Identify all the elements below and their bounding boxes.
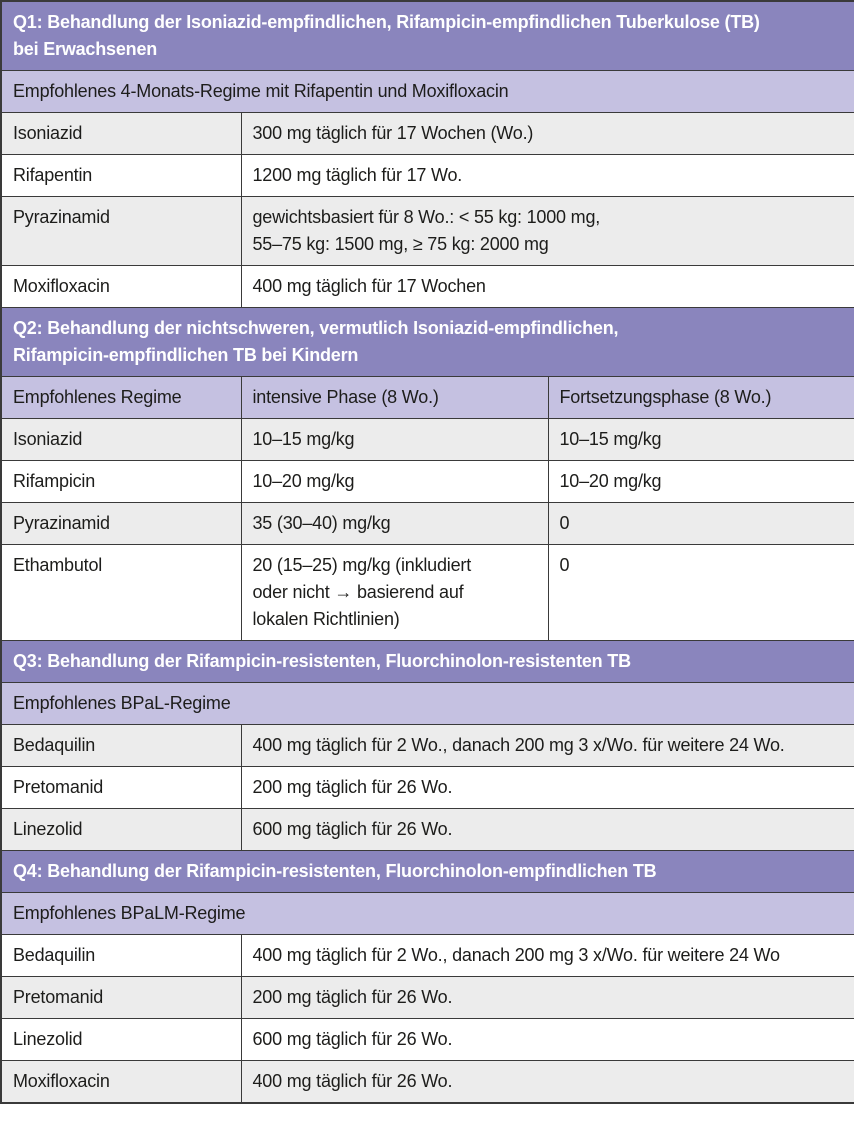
table-row: Ethambutol 20 (15–25) mg/kg (inkludiert … bbox=[0, 544, 854, 641]
drug-name-cell: Moxifloxacin bbox=[0, 265, 242, 308]
dosage-cell: 200 mg täglich für 26 Wo. bbox=[240, 766, 854, 809]
tb-treatment-table: Q1: Behandlung der Isoniazid-empfindlich… bbox=[0, 0, 854, 1104]
section-q3-title: Q3: Behandlung der Rifampicin-resistente… bbox=[0, 640, 854, 683]
intensive-phase-cell: 10–20 mg/kg bbox=[240, 460, 549, 503]
drug-name-cell: Moxifloxacin bbox=[0, 1060, 242, 1104]
continuation-phase-cell: 10–15 mg/kg bbox=[547, 418, 854, 461]
continuation-phase-cell: 0 bbox=[547, 502, 854, 545]
table-row: Moxifloxacin 400 mg täglich für 26 Wo. bbox=[0, 1060, 854, 1104]
continuation-phase-cell: 10–20 mg/kg bbox=[547, 460, 854, 503]
intensive-phase-cell: 10–15 mg/kg bbox=[240, 418, 549, 461]
table-row: Pyrazinamid 35 (30–40) mg/kg 0 bbox=[0, 502, 854, 545]
column-header-regime: Empfohlenes Regime bbox=[0, 376, 242, 419]
section-q2-title-row: Q2: Behandlung der nichtschweren, vermut… bbox=[0, 307, 854, 377]
drug-name-cell: Isoniazid bbox=[0, 112, 242, 155]
section-q1-subtitle-row: Empfohlenes 4-Monats-Regime mit Rifapent… bbox=[0, 70, 854, 113]
table-row: Linezolid 600 mg täglich für 26 Wo. bbox=[0, 1018, 854, 1061]
table-row: Moxifloxacin 400 mg täglich für 17 Woche… bbox=[0, 265, 854, 308]
section-q4-subtitle-row: Empfohlenes BPaLM-Regime bbox=[0, 892, 854, 935]
table-row: Isoniazid 300 mg täglich für 17 Wochen (… bbox=[0, 112, 854, 155]
drug-name-cell: Pyrazinamid bbox=[0, 502, 242, 545]
drug-name-cell: Pretomanid bbox=[0, 976, 242, 1019]
drug-name-cell: Linezolid bbox=[0, 808, 242, 851]
table-row: Pretomanid 200 mg täglich für 26 Wo. bbox=[0, 976, 854, 1019]
dosage-cell: 400 mg täglich für 2 Wo., danach 200 mg … bbox=[240, 724, 854, 767]
drug-name-cell: Bedaquilin bbox=[0, 724, 242, 767]
dosage-cell: 400 mg täglich für 26 Wo. bbox=[240, 1060, 854, 1104]
table-row: Pretomanid 200 mg täglich für 26 Wo. bbox=[0, 766, 854, 809]
dosage-cell: 200 mg täglich für 26 Wo. bbox=[240, 976, 854, 1019]
table-row: Rifapentin 1200 mg täglich für 17 Wo. bbox=[0, 154, 854, 197]
drug-name-cell: Bedaquilin bbox=[0, 934, 242, 977]
drug-name-cell: Rifampicin bbox=[0, 460, 242, 503]
drug-name-cell: Linezolid bbox=[0, 1018, 242, 1061]
section-q4-title: Q4: Behandlung der Rifampicin-resistente… bbox=[0, 850, 854, 893]
table-row: Linezolid 600 mg täglich für 26 Wo. bbox=[0, 808, 854, 851]
table-row: Pyrazinamid gewichtsbasiert für 8 Wo.: <… bbox=[0, 196, 854, 266]
column-header-continuation-phase: Fortsetzungsphase (8 Wo.) bbox=[547, 376, 854, 419]
drug-name-cell: Pretomanid bbox=[0, 766, 242, 809]
section-q4-subtitle: Empfohlenes BPaLM-Regime bbox=[0, 892, 854, 935]
dosage-cell: 400 mg täglich für 17 Wochen bbox=[240, 265, 854, 308]
drug-name-cell: Ethambutol bbox=[0, 544, 242, 641]
table-row: Isoniazid 10–15 mg/kg 10–15 mg/kg bbox=[0, 418, 854, 461]
dosage-cell: 600 mg täglich für 26 Wo. bbox=[240, 808, 854, 851]
section-q1-title-row: Q1: Behandlung der Isoniazid-empfindlich… bbox=[0, 0, 854, 71]
dosage-cell: 300 mg täglich für 17 Wochen (Wo.) bbox=[240, 112, 854, 155]
drug-name-cell: Pyrazinamid bbox=[0, 196, 242, 266]
section-q1-subtitle: Empfohlenes 4-Monats-Regime mit Rifapent… bbox=[0, 70, 854, 113]
dosage-cell: 1200 mg täglich für 17 Wo. bbox=[240, 154, 854, 197]
section-q2-title: Q2: Behandlung der nichtschweren, vermut… bbox=[0, 307, 854, 377]
section-q3-title-row: Q3: Behandlung der Rifampicin-resistente… bbox=[0, 640, 854, 683]
section-q3-subtitle-row: Empfohlenes BPaL-Regime bbox=[0, 682, 854, 725]
dosage-cell: 400 mg täglich für 2 Wo., danach 200 mg … bbox=[240, 934, 854, 977]
section-q1-title: Q1: Behandlung der Isoniazid-empfindlich… bbox=[0, 0, 854, 71]
dosage-cell: gewichtsbasiert für 8 Wo.: < 55 kg: 1000… bbox=[240, 196, 854, 266]
table-row: Rifampicin 10–20 mg/kg 10–20 mg/kg bbox=[0, 460, 854, 503]
drug-name-cell: Isoniazid bbox=[0, 418, 242, 461]
table-row: Bedaquilin 400 mg täglich für 2 Wo., dan… bbox=[0, 934, 854, 977]
section-q4-title-row: Q4: Behandlung der Rifampicin-resistente… bbox=[0, 850, 854, 893]
drug-name-cell: Rifapentin bbox=[0, 154, 242, 197]
table-row: Bedaquilin 400 mg täglich für 2 Wo., dan… bbox=[0, 724, 854, 767]
column-header-intensive-phase: intensive Phase (8 Wo.) bbox=[240, 376, 549, 419]
intensive-phase-cell: 35 (30–40) mg/kg bbox=[240, 502, 549, 545]
intensive-phase-cell: 20 (15–25) mg/kg (inkludiert oder nicht … bbox=[240, 544, 549, 641]
section-q3-subtitle: Empfohlenes BPaL-Regime bbox=[0, 682, 854, 725]
dosage-cell: 600 mg täglich für 26 Wo. bbox=[240, 1018, 854, 1061]
section-q2-column-header-row: Empfohlenes Regime intensive Phase (8 Wo… bbox=[0, 376, 854, 419]
continuation-phase-cell: 0 bbox=[547, 544, 854, 641]
